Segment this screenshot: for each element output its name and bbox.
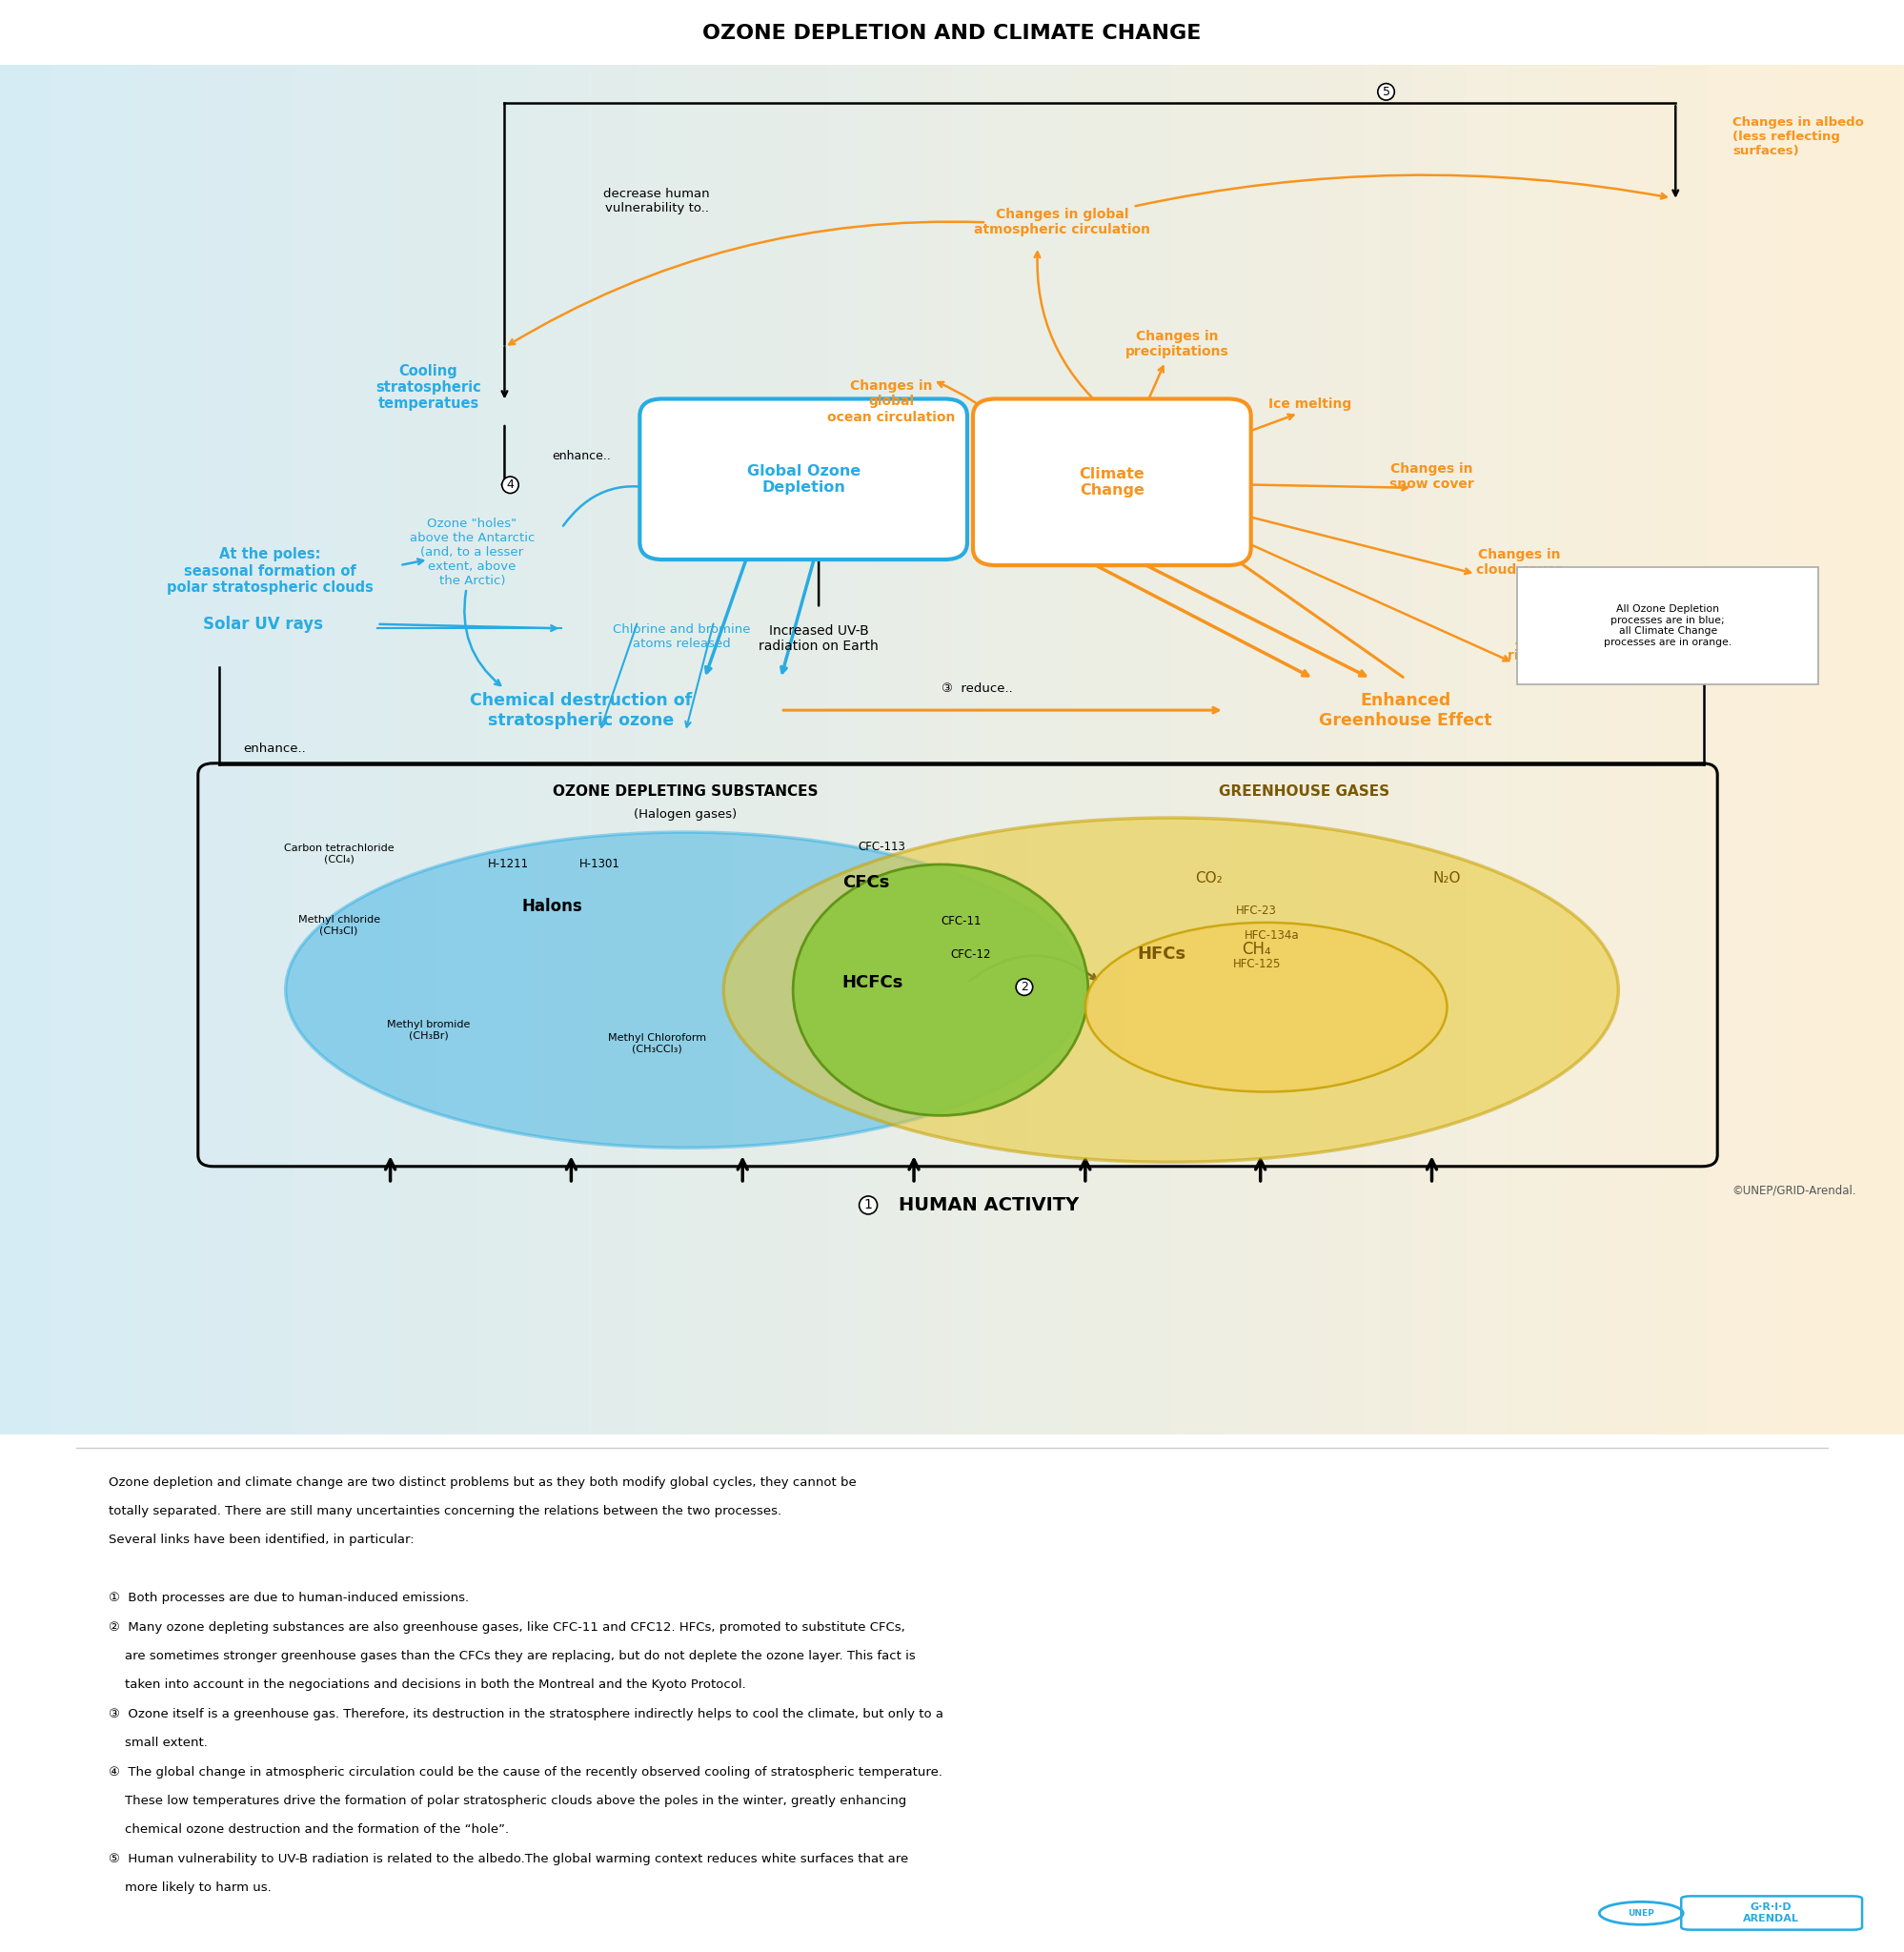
Text: These low temperatures drive the formation of polar stratospheric clouds above t: These low temperatures drive the formati… — [109, 1794, 906, 1808]
Text: taken into account in the negociations and decisions in both the Montreal and th: taken into account in the negociations a… — [109, 1679, 746, 1690]
Text: Several links have been identified, in particular:: Several links have been identified, in p… — [109, 1534, 413, 1546]
Text: Increased UV-B
radiation on Earth: Increased UV-B radiation on Earth — [760, 625, 878, 652]
Text: Average temperature
rise ("Global warming"): Average temperature rise ("Global warmin… — [1508, 634, 1683, 664]
Text: Methyl bromide
(CH₃Br): Methyl bromide (CH₃Br) — [387, 1019, 470, 1040]
Text: H-1211: H-1211 — [487, 857, 529, 871]
Text: HFC-134a: HFC-134a — [1245, 929, 1299, 941]
Text: UNEP: UNEP — [1628, 1909, 1655, 1917]
Text: Chemical destruction of
stratospheric ozone: Chemical destruction of stratospheric oz… — [470, 691, 691, 728]
FancyBboxPatch shape — [1517, 566, 1818, 685]
Text: Methyl Chloroform
(CH₃CCl₃): Methyl Chloroform (CH₃CCl₃) — [607, 1033, 706, 1054]
Text: decrease human
vulnerability to..: decrease human vulnerability to.. — [604, 187, 710, 215]
Text: Methyl chloride
(CH₃Cl): Methyl chloride (CH₃Cl) — [297, 915, 381, 935]
Text: more likely to harm us.: more likely to harm us. — [109, 1882, 270, 1893]
Text: ②  Many ozone depleting substances are also greenhouse gases, like CFC-11 and CF: ② Many ozone depleting substances are al… — [109, 1620, 904, 1634]
Text: OZONE DEPLETION AND CLIMATE CHANGE: OZONE DEPLETION AND CLIMATE CHANGE — [703, 23, 1201, 43]
Text: 5: 5 — [1382, 86, 1390, 98]
Ellipse shape — [286, 832, 1085, 1148]
Text: Ice melting: Ice melting — [1268, 398, 1352, 412]
Ellipse shape — [724, 818, 1618, 1161]
Text: CFC-12: CFC-12 — [950, 949, 992, 960]
Text: Climate
Change: Climate Change — [1080, 467, 1144, 498]
Text: Changes in global
atmospheric circulation: Changes in global atmospheric circulatio… — [975, 209, 1150, 236]
Text: Changes in
global
ocean circulation: Changes in global ocean circulation — [826, 379, 956, 424]
Text: Halons: Halons — [522, 898, 583, 915]
Text: At the poles:
seasonal formation of
polar stratospheric clouds: At the poles: seasonal formation of pola… — [168, 547, 373, 595]
Text: N₂O: N₂O — [1434, 871, 1460, 884]
Text: totally separated. There are still many uncertainties concerning the relations b: totally separated. There are still many … — [109, 1505, 781, 1517]
FancyBboxPatch shape — [0, 0, 1904, 64]
Text: small extent.: small extent. — [109, 1737, 208, 1749]
Text: chemical ozone destruction and the formation of the “hole”.: chemical ozone destruction and the forma… — [109, 1823, 508, 1837]
Text: Ozone "holes"
above the Antarctic
(and, to a lesser
extent, above
the Arctic): Ozone "holes" above the Antarctic (and, … — [409, 517, 535, 588]
Text: enhance..: enhance.. — [552, 451, 611, 463]
Text: Changes in albedo
(less reflecting
surfaces): Changes in albedo (less reflecting surfa… — [1733, 115, 1864, 156]
Text: enhance..: enhance.. — [244, 742, 307, 755]
Text: Global Ozone
Depletion: Global Ozone Depletion — [746, 465, 861, 494]
Text: 4: 4 — [506, 478, 514, 492]
Text: CFC-113: CFC-113 — [859, 839, 904, 853]
Text: Carbon tetrachloride
(CCl₄): Carbon tetrachloride (CCl₄) — [284, 843, 394, 865]
Text: Cooling
stratospheric
temperatues: Cooling stratospheric temperatues — [375, 363, 482, 412]
Text: HFCs: HFCs — [1137, 945, 1186, 962]
FancyBboxPatch shape — [973, 398, 1251, 566]
Text: OZONE DEPLETING SUBSTANCES: OZONE DEPLETING SUBSTANCES — [552, 785, 819, 798]
Text: CO₂: CO₂ — [1196, 871, 1222, 884]
Text: 2: 2 — [1021, 982, 1028, 994]
Text: Chlorine and bromine
atoms released: Chlorine and bromine atoms released — [613, 625, 750, 650]
Text: G·R·I·D
ARENDAL: G·R·I·D ARENDAL — [1742, 1903, 1799, 1923]
Text: are sometimes stronger greenhouse gases than the CFCs they are replacing, but do: are sometimes stronger greenhouse gases … — [109, 1649, 916, 1663]
Text: ①  Both processes are due to human-induced emissions.: ① Both processes are due to human-induce… — [109, 1593, 468, 1605]
Text: ④  The global change in atmospheric circulation could be the cause of the recent: ④ The global change in atmospheric circu… — [109, 1767, 942, 1778]
Text: ③  Ozone itself is a greenhouse gas. Therefore, its destruction in the stratosph: ③ Ozone itself is a greenhouse gas. Ther… — [109, 1708, 942, 1720]
Ellipse shape — [792, 865, 1089, 1115]
Text: Ozone depletion and climate change are two distinct problems but as they both mo: Ozone depletion and climate change are t… — [109, 1476, 857, 1489]
Text: HUMAN ACTIVITY: HUMAN ACTIVITY — [899, 1197, 1080, 1214]
Text: Solar UV rays: Solar UV rays — [202, 615, 324, 632]
Text: CH₄: CH₄ — [1241, 941, 1272, 958]
Text: Changes in
snow cover: Changes in snow cover — [1390, 463, 1474, 490]
Text: GREENHOUSE GASES: GREENHOUSE GASES — [1219, 785, 1390, 798]
Text: All Ozone Depletion
processes are in blue;
all Climate Change
processes are in o: All Ozone Depletion processes are in blu… — [1603, 605, 1733, 646]
Text: Changes in
precipitations: Changes in precipitations — [1125, 330, 1228, 359]
Text: 1: 1 — [864, 1199, 872, 1212]
Text: Enhanced
Greenhouse Effect: Enhanced Greenhouse Effect — [1319, 691, 1491, 728]
FancyBboxPatch shape — [640, 398, 967, 560]
Text: CFCs: CFCs — [843, 874, 889, 890]
Text: Changes in
cloud cover: Changes in cloud cover — [1476, 549, 1563, 576]
Text: HFC-23: HFC-23 — [1236, 906, 1278, 917]
Ellipse shape — [1085, 923, 1447, 1091]
Text: HFC-125: HFC-125 — [1232, 958, 1281, 970]
Text: CFC-11: CFC-11 — [941, 915, 982, 927]
Text: ©UNEP/GRID-Arendal.: ©UNEP/GRID-Arendal. — [1733, 1185, 1856, 1197]
Text: (Halogen gases): (Halogen gases) — [634, 808, 737, 822]
Text: HCFCs: HCFCs — [842, 974, 902, 992]
Text: ③  reduce..: ③ reduce.. — [941, 681, 1013, 695]
Text: ⑤  Human vulnerability to UV-B radiation is related to the albedo.The global war: ⑤ Human vulnerability to UV-B radiation … — [109, 1852, 908, 1864]
Text: H-1301: H-1301 — [579, 857, 621, 871]
